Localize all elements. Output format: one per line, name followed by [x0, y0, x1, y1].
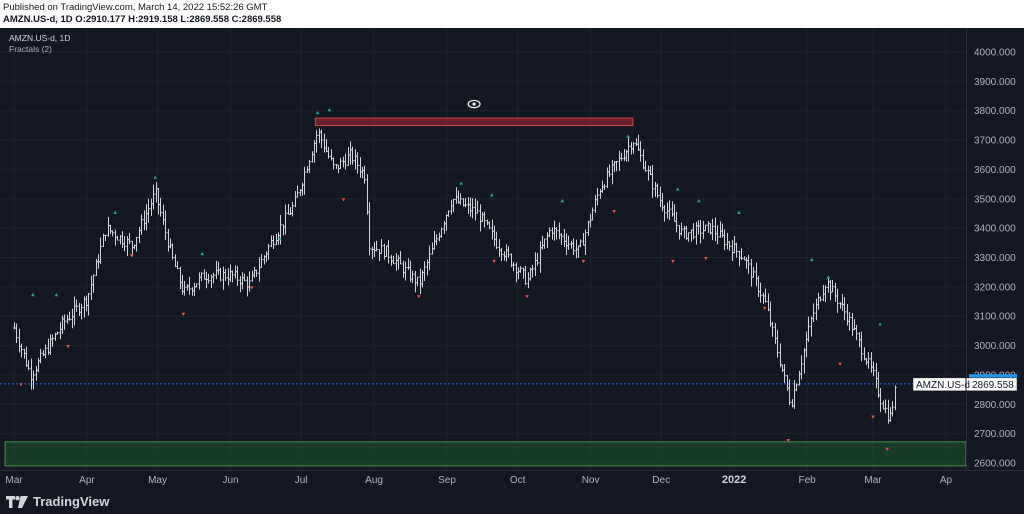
footer-bar: TradingView: [0, 490, 1024, 514]
fractal-down-marker: [671, 259, 675, 264]
fractal-down-marker: [66, 345, 70, 349]
fractal-up-marker: [626, 134, 631, 138]
fractal-down-marker: [704, 256, 708, 261]
chart-area[interactable]: 2600.0002700.0002800.0002900.0003000.000…: [0, 28, 1024, 490]
resistance-zone[interactable]: [314, 117, 634, 126]
publish-header: Published on TradingView.com, March 14, …: [0, 0, 1024, 28]
fractal-up-marker: [675, 187, 680, 191]
fractal-up-marker: [54, 293, 59, 297]
legend-indicator: Fractals (2): [9, 44, 52, 54]
x-tick-label: Aug: [365, 475, 383, 486]
price-label-value: 2869.558: [972, 380, 1014, 391]
fractal-up-marker: [278, 237, 282, 241]
y-tick-label: 3600.000: [974, 165, 1016, 176]
x-tick-label: Ap: [940, 475, 953, 486]
price-label-symbol: AMZN.US-d: [916, 380, 970, 391]
fractal-down-marker: [525, 295, 529, 299]
y-tick-label: 2700.000: [974, 429, 1016, 440]
fractal-down-marker: [129, 254, 134, 258]
y-tick-label: 3200.000: [974, 282, 1016, 293]
x-tick-label: Jul: [295, 475, 308, 486]
fractal-down-marker: [838, 362, 842, 366]
x-tick-label: Oct: [510, 475, 526, 486]
x-tick-label: May: [148, 475, 167, 486]
brand-name: TradingView: [33, 494, 110, 509]
fractal-down-marker: [341, 198, 346, 202]
fractal-down-marker: [612, 209, 616, 214]
fractal-up-marker: [826, 275, 831, 279]
fractal-up-marker: [489, 193, 494, 197]
fractal-down-marker: [19, 383, 23, 387]
published-line: Published on TradingView.com, March 14, …: [3, 2, 268, 13]
y-tick-label: 3700.000: [974, 136, 1016, 147]
fractal-up-marker: [200, 251, 205, 256]
x-tick-label: Dec: [652, 475, 670, 486]
legend-symbol: AMZN.US-d, 1D: [9, 33, 70, 43]
fractal-down-marker: [762, 306, 767, 311]
fractal-up-marker: [31, 293, 35, 297]
fractal-up-marker: [327, 108, 332, 112]
y-tick-label: 2600.000: [974, 459, 1016, 470]
support-zone[interactable]: [4, 441, 967, 467]
price-axis-panel[interactable]: [966, 28, 1024, 490]
fractal-down-marker: [181, 312, 186, 316]
fractal-up-marker: [153, 175, 158, 179]
y-tick-label: 4000.000: [974, 48, 1016, 59]
x-tick-label: Mar: [864, 475, 882, 486]
fractal-down-marker: [492, 259, 496, 264]
x-tick-label: Mar: [5, 475, 23, 486]
fractal-down-marker: [885, 447, 889, 451]
fractal-down-marker: [871, 415, 875, 419]
fractal-up-marker: [737, 210, 741, 214]
y-tick-label: 3800.000: [974, 106, 1016, 117]
y-tick-label: 3100.000: [974, 312, 1016, 323]
fractal-down-marker: [786, 438, 791, 443]
y-tick-label: 3300.000: [974, 253, 1016, 264]
price-label-white-bg: [912, 377, 1018, 392]
y-tick-label: 3000.000: [974, 341, 1016, 352]
x-tick-label: Jun: [222, 475, 238, 486]
x-tick-label: Sep: [438, 475, 456, 486]
fractal-down-marker: [249, 286, 254, 290]
fractal-down-marker: [581, 259, 586, 264]
x-tick-label: Feb: [798, 475, 816, 486]
fractal-down-marker: [416, 295, 421, 299]
x-tick-label: Apr: [79, 475, 95, 486]
y-tick-label: 3900.000: [974, 77, 1016, 88]
fractal-up-marker: [459, 181, 463, 185]
y-tick-label: 3500.000: [974, 194, 1016, 205]
x-tick-label: Nov: [582, 475, 600, 486]
tradingview-logo[interactable]: TradingView: [6, 494, 109, 509]
symbol-ohlc-line: AMZN.US-d, 1D O:2910.177 H:2919.158 L:28…: [3, 14, 282, 25]
fractal-up-marker: [113, 210, 117, 214]
x-tick-label: 2022: [722, 474, 746, 486]
fractal-up-marker: [560, 199, 565, 203]
tradingview-logo-icon: [6, 495, 28, 508]
fractal-up-marker: [878, 322, 882, 326]
eye-icon-pupil: [472, 102, 476, 106]
price-chart[interactable]: 2600.0002700.0002800.0002900.0003000.000…: [0, 28, 1024, 490]
fractal-up-marker: [315, 110, 320, 115]
eye-icon[interactable]: [467, 99, 481, 109]
y-tick-label: 2800.000: [974, 400, 1016, 411]
fractal-up-marker: [810, 257, 814, 261]
fractal-up-marker: [697, 199, 701, 203]
y-tick-label: 3400.000: [974, 224, 1016, 235]
